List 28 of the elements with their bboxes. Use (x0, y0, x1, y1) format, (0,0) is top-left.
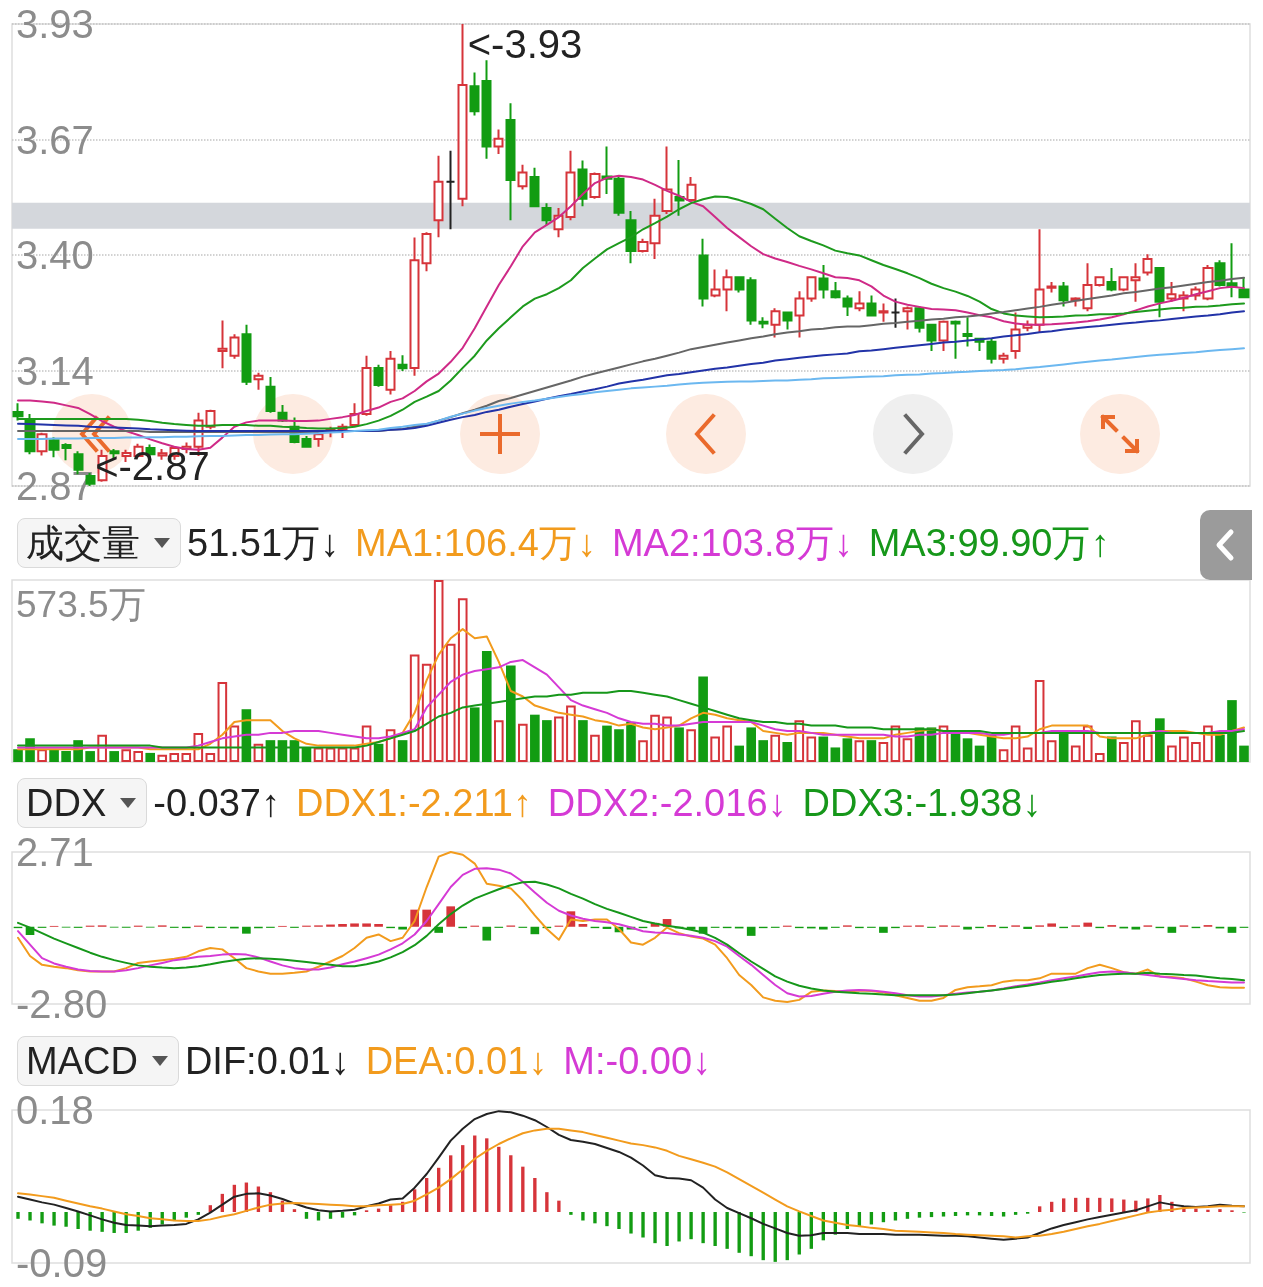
y-tick-label: 0.18 (16, 1088, 94, 1132)
chart-subtitle: -0.037↑ (153, 781, 280, 826)
series-label: DDX1:-2.211↑ (295, 781, 532, 826)
annotation: <-3.93 (467, 22, 583, 66)
text: M:-0.00↓ (563, 1039, 712, 1084)
y-tick-label: 3.40 (16, 233, 94, 277)
chart-title: DDX (26, 781, 107, 826)
chart-subtitle: 51.51万↓ (187, 521, 340, 566)
annotation: 573.5万 (16, 584, 146, 625)
y-tick-label: 2.87 (16, 464, 94, 508)
y-tick-label: 3.67 (16, 117, 94, 162)
y-tick-label: 3.93 (16, 2, 94, 46)
y-tick-label: -0.09 (16, 1241, 108, 1285)
series-label: DDX2:-2.016↓ (547, 781, 787, 826)
dropdown-field: DDX (17, 778, 148, 828)
text: DDX3:-1.938↓ (802, 781, 1042, 826)
dropdown-field: 成交量 (17, 518, 181, 568)
chart-title: 成交量 (26, 521, 140, 566)
y-tick-label: -2.80 (16, 982, 108, 1026)
y-tick-label: 2.71 (16, 830, 94, 874)
dropdown-field: MACD (17, 1036, 179, 1086)
text: MA2:103.8万↓ (611, 521, 853, 566)
y-tick-label: 3.14 (16, 348, 94, 393)
text: MA1:106.4万↓ (355, 521, 596, 566)
text: MA3:99.90万↑ (868, 521, 1110, 566)
series-label: DEA:0.01↓ (365, 1039, 548, 1084)
text: DIF:0.01↓ (184, 1039, 350, 1084)
chart-title: MACD (26, 1039, 138, 1084)
